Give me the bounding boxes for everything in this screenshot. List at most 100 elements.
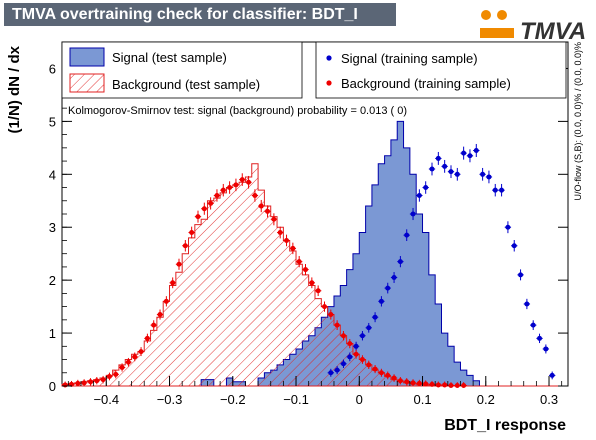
background-train-point xyxy=(113,371,119,377)
signal-train-point xyxy=(537,335,543,341)
background-train-point xyxy=(208,200,214,206)
background-train-point xyxy=(81,380,87,386)
y-tick-label: 4 xyxy=(49,167,56,182)
background-train-point xyxy=(119,364,125,370)
background-train-point xyxy=(442,382,448,388)
points-layer xyxy=(62,143,556,388)
background-train-point xyxy=(132,354,138,360)
signal-train-point xyxy=(442,163,448,169)
x-tick-label: −0.2 xyxy=(220,392,246,407)
background-train-point xyxy=(429,381,435,387)
signal-train-point xyxy=(328,370,334,376)
background-train-point xyxy=(220,187,226,193)
signal-train-point xyxy=(492,187,498,193)
logo-text: TMVA xyxy=(520,18,586,45)
background-train-point xyxy=(328,312,334,318)
y-axis-label: (1/N) dN / dx xyxy=(6,45,23,133)
background-train-point xyxy=(195,214,201,220)
legend-signal-train-label: Signal (training sample) xyxy=(341,51,478,66)
background-train-point xyxy=(258,203,264,209)
background-train-point xyxy=(125,359,131,365)
background-train-point xyxy=(151,322,157,328)
y-tick-label: 6 xyxy=(49,61,56,76)
background-train-point xyxy=(334,322,340,328)
signal-train-point xyxy=(359,333,365,339)
signal-train-point xyxy=(435,155,441,161)
background-train-point xyxy=(75,380,81,386)
signal-train-point xyxy=(524,301,530,307)
background-train-points xyxy=(62,173,467,388)
background-train-point xyxy=(461,382,467,388)
x-tick-label: −0.4 xyxy=(93,392,119,407)
legend-signal-test-label: Signal (test sample) xyxy=(112,50,227,65)
signal-train-point xyxy=(372,314,378,320)
signal-train-point xyxy=(467,153,473,159)
signal-train-point xyxy=(530,322,536,328)
tmva-logo: TMVA xyxy=(480,10,586,45)
x-axis-label: BDT_I response xyxy=(444,417,566,434)
x-tick-label: 0 xyxy=(356,392,363,407)
background-train-point xyxy=(227,185,233,191)
background-train-point xyxy=(182,243,188,249)
signal-train-point xyxy=(385,285,391,291)
background-train-point xyxy=(163,298,169,304)
background-train-point xyxy=(138,349,144,355)
signal-train-point xyxy=(511,243,517,249)
background-train-point xyxy=(385,372,391,378)
y-tick-label: 0 xyxy=(49,379,56,394)
legend-background-train-marker xyxy=(326,80,332,86)
background-train-point xyxy=(106,373,112,379)
legend-box-right xyxy=(315,41,567,99)
ks-test-text: Kolmogorov-Smirnov test: signal (backgro… xyxy=(68,105,407,117)
signal-train-point xyxy=(473,147,479,153)
background-train-point xyxy=(94,378,100,384)
x-tick-label: 0.3 xyxy=(540,392,558,407)
background-train-point xyxy=(296,259,302,265)
axis-layer: −0.4 −0.3 −0.2 −0.1 0 0.1 0.2 0.3 0 1 2 3 4 5 6 xyxy=(49,42,568,407)
underflow-overflow-text: U/O-flow (S,B): (0.0, 0.0)% / (0.0, 0.0)… xyxy=(573,42,583,201)
signal-train-point xyxy=(410,211,416,217)
signal-train-point xyxy=(486,174,492,180)
background-train-point xyxy=(454,382,460,388)
y-tick-label: 5 xyxy=(49,114,56,129)
background-train-point xyxy=(252,192,258,198)
background-train-point xyxy=(435,382,441,388)
background-train-point xyxy=(397,378,403,384)
background-train-point xyxy=(321,304,327,310)
background-train-point xyxy=(233,182,239,188)
signal-train-point xyxy=(423,185,429,191)
background-train-point xyxy=(239,177,245,183)
signal-train-point xyxy=(549,372,555,378)
background-train-point xyxy=(189,230,195,236)
legend-background-train-label: Background (training sample) xyxy=(341,76,511,91)
background-train-point xyxy=(410,380,416,386)
background-train-point xyxy=(201,206,207,212)
background-train-point xyxy=(246,179,252,185)
signal-train-point xyxy=(378,298,384,304)
x-tick-label: 0.2 xyxy=(477,392,495,407)
background-train-point xyxy=(214,192,220,198)
background-train-point xyxy=(290,245,296,251)
signal-train-point xyxy=(416,192,422,198)
background-test-histogram xyxy=(61,163,568,387)
background-train-point xyxy=(416,380,422,386)
signal-train-point xyxy=(397,259,403,265)
background-train-point xyxy=(303,267,309,273)
x-tick-label: −0.1 xyxy=(283,392,309,407)
signal-train-point xyxy=(391,275,397,281)
legend-signal-test-swatch xyxy=(69,47,105,67)
signal-train-point xyxy=(480,171,486,177)
legend-background-test-swatch xyxy=(69,73,105,93)
background-train-point xyxy=(378,370,384,376)
signal-train-point xyxy=(461,150,467,156)
signal-train-point xyxy=(505,224,511,230)
background-train-point xyxy=(404,379,410,385)
background-train-point xyxy=(284,237,290,243)
signal-train-point xyxy=(499,187,505,193)
background-train-point xyxy=(353,351,359,357)
y-tick-label: 3 xyxy=(49,220,56,235)
background-train-point xyxy=(87,379,93,385)
background-train-point xyxy=(62,382,68,388)
signal-train-point xyxy=(404,232,410,238)
